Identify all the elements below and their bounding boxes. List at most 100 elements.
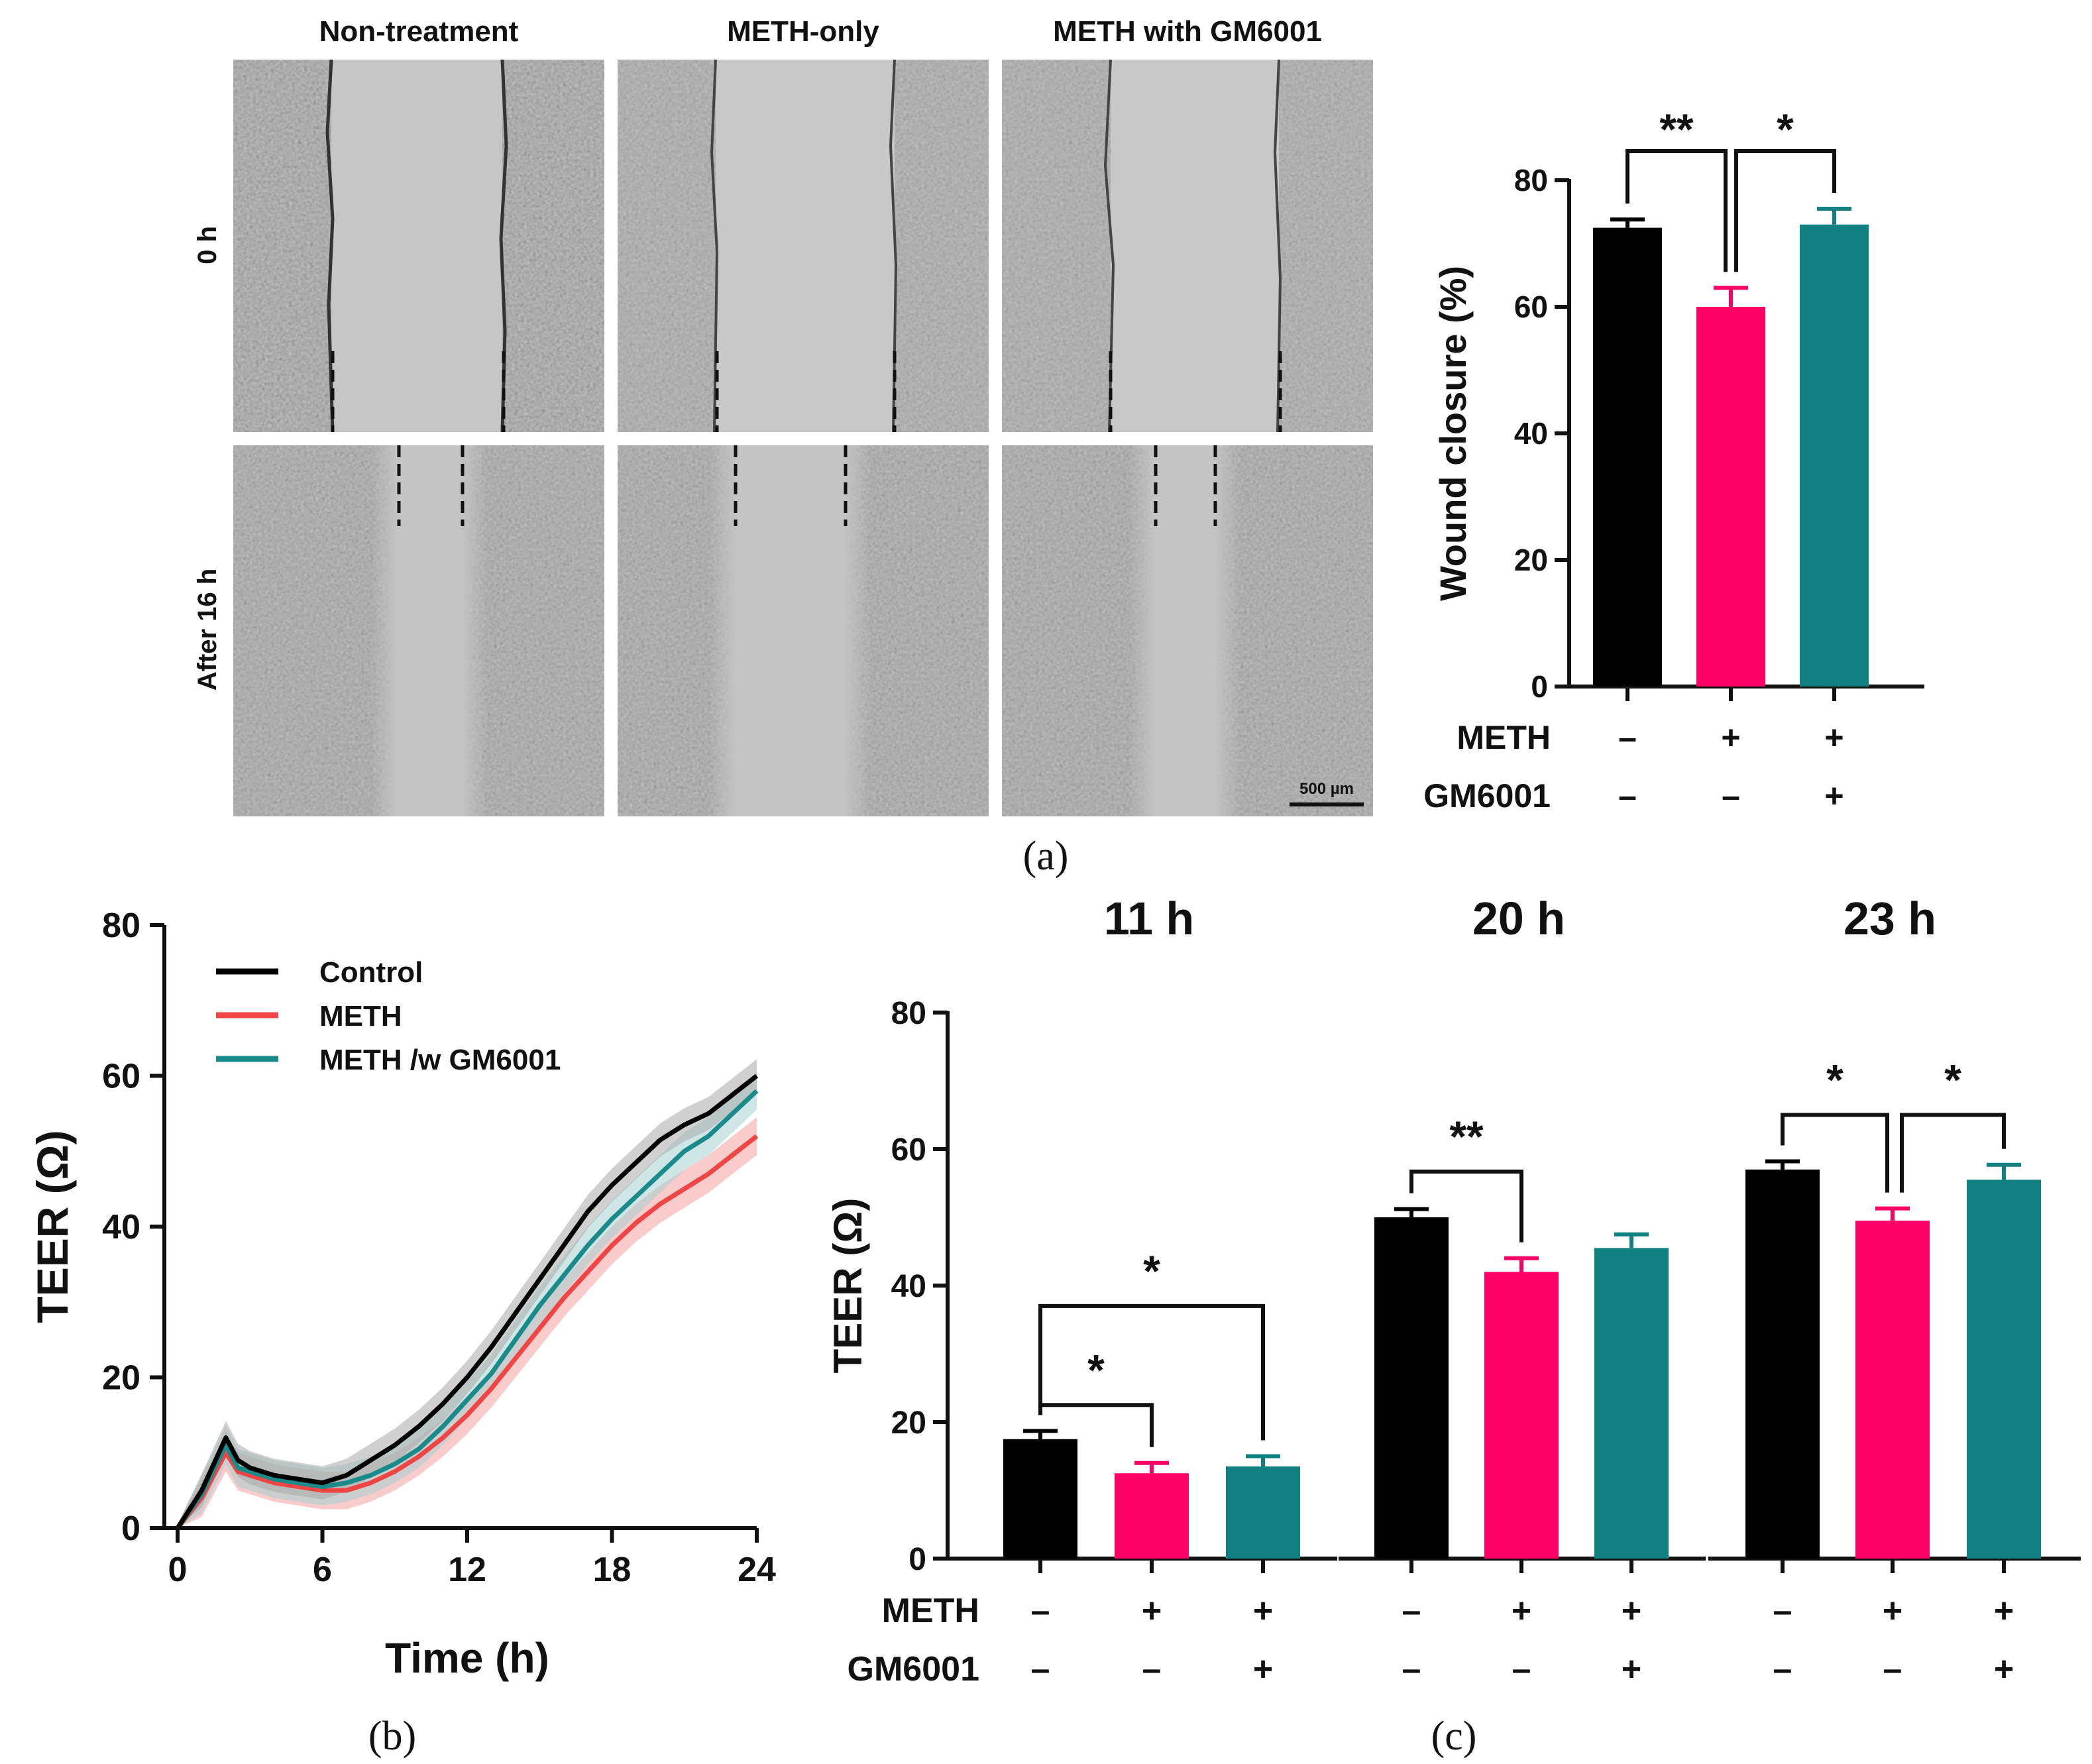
y-tick-label: 0 xyxy=(1531,669,1548,704)
meth-sign: + xyxy=(1512,1592,1531,1630)
significance-label: * xyxy=(1826,1056,1844,1105)
bar-23h-0 xyxy=(1745,1169,1820,1559)
gm6001-sign: – xyxy=(1031,1650,1050,1688)
treatment-sign: – xyxy=(1618,719,1637,756)
legend-label: Control xyxy=(319,956,423,989)
group-title-20h: 20 h xyxy=(1472,893,1565,944)
gm6001-sign: + xyxy=(1622,1650,1641,1688)
y-tick-label: 60 xyxy=(102,1058,140,1096)
x-tick-label: 6 xyxy=(313,1551,332,1589)
image-non-treatment-0h xyxy=(233,59,604,433)
y-tick-label: 80 xyxy=(102,907,140,945)
legend-label: METH xyxy=(319,1000,402,1032)
column-title-meth-only: METH-only xyxy=(727,15,879,48)
bar-20h-1 xyxy=(1484,1272,1559,1559)
y-tick-label: 40 xyxy=(102,1208,140,1246)
scale-bar-label: 500 µm xyxy=(1299,780,1354,798)
treatment-sign: + xyxy=(1721,719,1740,756)
significance-label: * xyxy=(1143,1246,1160,1295)
gm6001-sign: + xyxy=(1994,1650,2014,1688)
row-label-0h: 0 h xyxy=(193,226,222,264)
gm6001-sign: – xyxy=(1402,1650,1421,1688)
gm6001-sign: – xyxy=(1773,1650,1792,1688)
caption-c: (c) xyxy=(1431,1714,1477,1759)
column-title-non-treatment: Non-treatment xyxy=(319,15,519,48)
y-tick-label: 0 xyxy=(121,1510,140,1548)
meth-sign: – xyxy=(1773,1592,1792,1630)
x-axis-label: Time (h) xyxy=(385,1634,549,1682)
row-label-16h: After 16 h xyxy=(193,569,222,691)
y-axis-label: TEER (Ω) xyxy=(826,1198,870,1374)
meth-sign: + xyxy=(1994,1592,2014,1630)
significance-bracket xyxy=(1781,1113,1889,1193)
meth-sign: – xyxy=(1402,1592,1421,1630)
treatment-sign: – xyxy=(1618,777,1637,814)
significance-bracket xyxy=(1625,149,1728,272)
image-non-treatment-16h xyxy=(233,445,604,816)
treatment-label-gm6001: GM6001 xyxy=(848,1650,979,1688)
y-tick-label: 80 xyxy=(1514,163,1548,197)
bar-11h-2 xyxy=(1226,1466,1300,1559)
group-title-23h: 23 h xyxy=(1844,893,1936,944)
bar-20h-0 xyxy=(1374,1217,1449,1559)
y-tick-label: 80 xyxy=(891,996,926,1031)
group-title-11h: 11 h xyxy=(1104,893,1194,944)
bar-23h-2 xyxy=(1967,1180,2041,1559)
x-tick-label: 24 xyxy=(738,1551,776,1589)
x-tick-label: 18 xyxy=(593,1551,632,1589)
micrograph-panel: Non-treatment METH-only METH with GM6001… xyxy=(193,15,1373,816)
y-tick-label: 20 xyxy=(891,1406,926,1441)
significance-label: ** xyxy=(1659,105,1694,154)
column-title-meth-gm6001: METH with GM6001 xyxy=(1053,15,1322,48)
y-tick-label: 40 xyxy=(891,1269,926,1304)
y-tick-label: 20 xyxy=(1514,543,1548,577)
meth-sign: + xyxy=(1622,1592,1641,1630)
bar-11h-1 xyxy=(1115,1473,1189,1559)
series-line-control xyxy=(176,1074,759,1529)
significance-bracket xyxy=(1409,1169,1523,1242)
teer-time-course-line-chart: 0 20 40 60 80 0 6 12 18 24 Time (h) TEER (Ω) Control… xyxy=(28,907,776,1682)
y-tick-label: 0 xyxy=(908,1542,926,1577)
gm6001-sign: – xyxy=(1142,1650,1162,1688)
meth-sign: + xyxy=(1253,1592,1273,1630)
teer-timepoint-bar-chart: 0 20 40 60 80 TEER (Ω) 11 h – – + – + + * * 20 h – – + – + + *… xyxy=(826,893,2081,1688)
y-tick-label: 40 xyxy=(1514,416,1548,451)
significance-label: * xyxy=(1944,1056,1961,1105)
y-tick-label: 60 xyxy=(891,1132,926,1168)
significance-bracket xyxy=(1734,149,1836,272)
series-line-meth-w-gm6001 xyxy=(176,1089,759,1530)
treatment-label-meth: METH xyxy=(882,1592,979,1630)
treatment-label-gm6001: GM6001 xyxy=(1423,777,1551,814)
significance-label: * xyxy=(1777,105,1794,154)
image-meth-only-0h xyxy=(618,59,989,433)
caption-b: (b) xyxy=(368,1714,416,1759)
treatment-sign: – xyxy=(1722,777,1740,814)
significance-label: * xyxy=(1087,1345,1105,1394)
y-tick-label: 20 xyxy=(102,1359,140,1398)
image-meth-gm6001-16h: 500 µm xyxy=(1002,445,1373,816)
treatment-sign: + xyxy=(1824,777,1844,814)
series-line-meth xyxy=(176,1134,759,1530)
significance-bracket xyxy=(1038,1303,1265,1441)
treatment-sign: + xyxy=(1824,719,1844,756)
bar-meth-gm6001 xyxy=(1800,224,1869,687)
bar-11h-0 xyxy=(1003,1439,1077,1559)
caption-a: (a) xyxy=(1023,834,1069,879)
y-axis-label: TEER (Ω) xyxy=(28,1130,77,1323)
gm6001-sign: + xyxy=(1253,1650,1273,1688)
y-tick-label: 60 xyxy=(1514,290,1548,324)
image-meth-gm6001-0h xyxy=(1002,59,1373,433)
treatment-label-meth: METH xyxy=(1457,719,1551,756)
bar-23h-1 xyxy=(1855,1221,1930,1559)
y-axis-label: Wound closure (%) xyxy=(1432,266,1474,601)
legend-label: METH /w GM6001 xyxy=(319,1044,561,1076)
confidence-band-control xyxy=(178,1059,757,1528)
meth-sign: + xyxy=(1142,1592,1162,1630)
gm6001-sign: – xyxy=(1512,1650,1531,1688)
meth-sign: – xyxy=(1031,1592,1050,1630)
bar-meth xyxy=(1696,307,1765,687)
bar-20h-2 xyxy=(1594,1248,1669,1559)
x-tick-label: 12 xyxy=(448,1551,486,1589)
